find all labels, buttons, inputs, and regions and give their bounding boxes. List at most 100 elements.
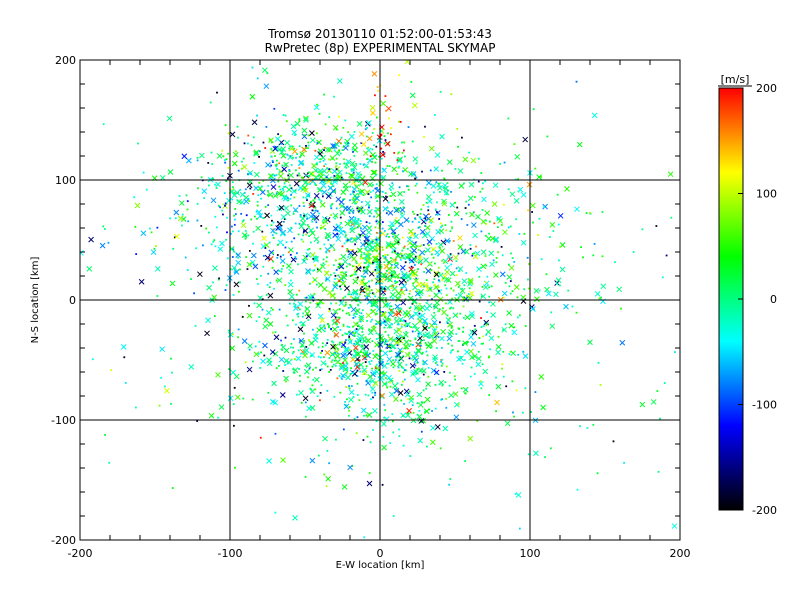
data-point-dot	[445, 287, 448, 290]
data-point-cross	[467, 195, 474, 202]
data-point-dot	[334, 356, 337, 359]
data-point-cross	[344, 285, 350, 292]
data-point-dot	[582, 256, 584, 259]
data-point-dot	[328, 371, 331, 373]
data-point-cross	[226, 197, 232, 204]
data-point-dot	[274, 331, 277, 334]
data-point-cross	[324, 146, 331, 153]
data-point-dot	[310, 354, 313, 357]
data-point-cross	[306, 405, 313, 412]
data-point-cross	[482, 368, 489, 375]
data-point-dot	[330, 294, 332, 297]
data-point-dot	[404, 298, 407, 301]
data-point-cross	[281, 166, 288, 173]
data-point-dot	[361, 279, 363, 282]
data-point-dot	[253, 162, 256, 164]
data-point-dot	[227, 152, 230, 155]
data-point-dot	[372, 350, 375, 352]
data-point-dot	[268, 286, 271, 289]
data-point-dot	[416, 213, 419, 216]
data-point-dot	[294, 210, 297, 213]
data-point-dot	[550, 311, 553, 314]
data-point-dot	[283, 185, 285, 188]
data-point-dot	[469, 375, 472, 378]
data-point-cross	[134, 202, 141, 209]
data-point-cross	[366, 119, 372, 126]
data-point-cross	[311, 162, 317, 169]
data-point-cross	[88, 236, 94, 243]
x-tick-label: 100	[520, 547, 541, 560]
data-point-dot	[255, 278, 258, 280]
data-point-dot	[245, 214, 248, 217]
data-point-dot	[367, 146, 370, 149]
data-point-dot	[315, 177, 318, 180]
data-point-dot	[340, 221, 343, 224]
data-point-dot	[339, 163, 341, 166]
data-point-dot	[481, 285, 484, 288]
data-point-cross	[425, 285, 431, 292]
data-point-cross	[416, 391, 423, 398]
data-point-dot	[433, 311, 436, 314]
data-point-dot	[558, 284, 561, 287]
data-point-cross	[393, 207, 400, 214]
data-point-dot	[359, 267, 362, 269]
data-point-cross	[351, 164, 358, 171]
data-point-dot	[320, 200, 323, 203]
data-point-dot	[356, 322, 359, 325]
data-point-cross	[246, 366, 253, 373]
data-point-cross	[506, 274, 513, 280]
data-point-dot	[401, 151, 404, 154]
data-point-dot	[247, 234, 250, 237]
data-point-dot	[410, 326, 413, 329]
data-point-cross	[490, 312, 496, 318]
data-point-cross	[372, 255, 378, 262]
data-point-dot	[501, 254, 504, 257]
data-point-dot	[475, 245, 478, 248]
data-point-dot	[302, 162, 304, 165]
data-point-dot	[523, 232, 526, 235]
data-point-dot	[215, 187, 218, 190]
data-point-dot	[276, 167, 278, 170]
data-point-dot	[258, 150, 261, 153]
data-point-cross	[348, 133, 355, 140]
data-point-dot	[355, 432, 358, 435]
data-point-dot	[378, 227, 381, 230]
data-point-dot	[351, 265, 354, 268]
data-point-dot	[381, 190, 384, 193]
data-point-dot	[463, 359, 466, 361]
data-point-dot	[273, 107, 276, 110]
data-point-cross	[354, 195, 360, 202]
data-point-dot	[349, 305, 352, 308]
data-point-dot	[224, 202, 227, 205]
data-point-cross	[259, 189, 266, 196]
data-point-cross	[522, 136, 529, 143]
data-point-dot	[102, 123, 105, 126]
data-point-dot	[534, 167, 537, 170]
data-point-cross	[338, 263, 345, 270]
data-point-dot	[224, 289, 227, 291]
data-point-cross	[301, 258, 308, 265]
data-point-dot	[405, 322, 408, 325]
data-point-cross	[424, 247, 431, 254]
data-point-cross	[494, 399, 500, 406]
data-point-dot	[296, 252, 298, 255]
data-point-cross	[246, 261, 253, 268]
data-point-dot	[450, 258, 453, 261]
data-point-dot	[509, 225, 512, 228]
data-point-dot	[232, 230, 234, 233]
data-point-dot	[495, 257, 498, 259]
data-point-dot	[352, 211, 355, 214]
data-point-cross	[364, 235, 371, 242]
data-point-dot	[335, 157, 338, 160]
data-point-dot	[217, 204, 220, 207]
data-point-dot	[359, 234, 362, 237]
data-point-dot	[366, 126, 369, 129]
data-point-dot	[571, 305, 574, 308]
data-point-cross	[353, 361, 360, 368]
data-point-dot	[452, 289, 455, 292]
data-point-cross	[495, 344, 502, 350]
data-point-dot	[211, 163, 214, 165]
data-point-dot	[465, 342, 468, 345]
data-point-dot	[386, 340, 388, 343]
data-point-dot	[248, 304, 250, 307]
